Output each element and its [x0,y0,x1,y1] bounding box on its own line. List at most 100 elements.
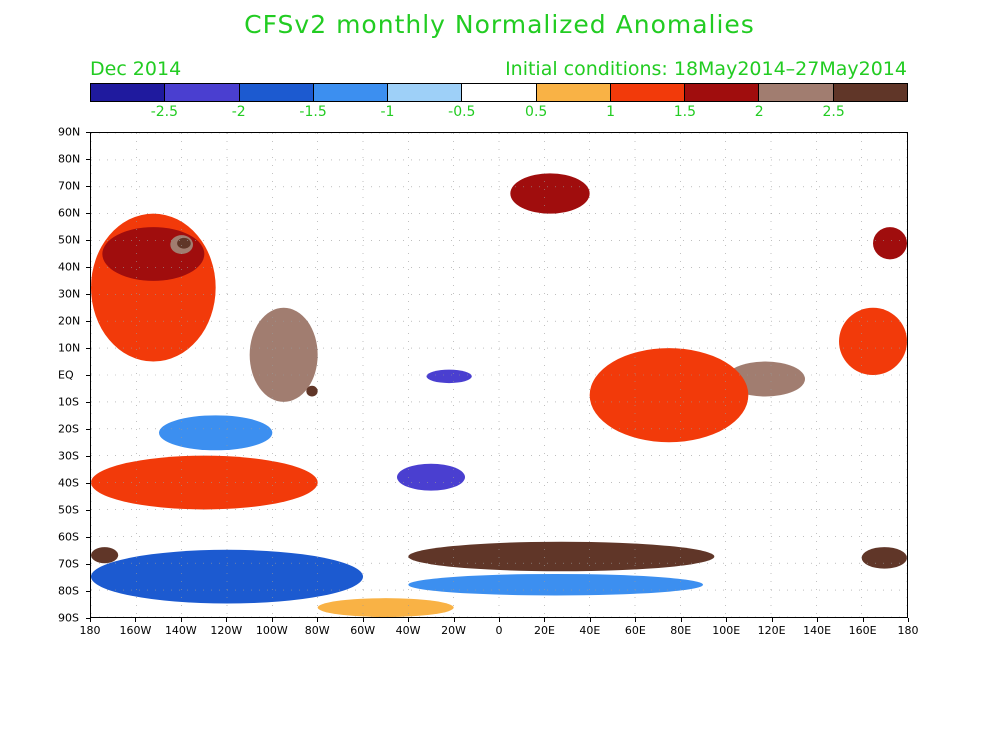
initial-conditions: Initial conditions: 18May2014–27May2014 [505,58,907,80]
lon-tick [408,618,410,622]
anomaly-region [408,541,715,572]
lon-tick [453,618,455,622]
lat-label: 40N [58,260,81,274]
lat-label: 10N [58,341,81,355]
lat-label: 30S [58,449,79,463]
lon-label: 100E [712,624,741,637]
lon-label: 160E [848,624,877,637]
anomaly-region [317,598,454,617]
lon-tick [499,618,500,622]
lon-label: 140W [164,624,197,637]
lat-tick [86,402,90,403]
colorbar-segment [239,84,314,101]
anomaly-map-canvas [91,133,907,617]
colorbar-segment [388,84,463,101]
colorbar-label: 1 [606,104,615,120]
anomaly-region [589,348,749,443]
colorbar-segment [833,84,907,101]
lon-tick [726,618,728,622]
lat-tick [86,294,90,295]
anomaly-region [426,369,472,384]
anomaly-map [90,132,908,618]
lat-label: 70N [58,179,81,193]
anomaly-region [873,227,907,260]
lon-label: 180 [79,624,101,637]
anomaly-region [861,547,907,569]
anomaly-region [159,415,273,451]
colorbar-label: -1.5 [299,104,327,120]
lat-label: 80S [58,584,79,598]
lat-tick [86,510,90,511]
lat-label: 60N [58,206,81,220]
lat-tick [86,456,90,457]
lat-tick [86,213,90,214]
anomaly-region [91,455,318,510]
anomaly-region [408,573,703,596]
colorbar-segment [165,84,240,101]
colorbar-segment [685,84,760,101]
lat-label: 90S [58,611,79,625]
anomaly-region [91,549,363,604]
lon-label: 60W [350,624,376,637]
lon-tick [680,618,682,622]
lon-tick [180,618,182,622]
lat-tick [86,483,90,484]
anomaly-region [839,307,907,375]
colorbar-segment [610,84,686,101]
lon-label: 40W [395,624,421,637]
lat-tick [86,591,90,592]
lat-tick [86,132,90,133]
colorbar-label: 0.5 [525,104,548,120]
lat-label: 20S [58,422,79,436]
colorbar-segment [462,84,537,101]
lat-label: 10S [58,395,79,409]
lat-label: EQ [58,368,74,382]
lat-label: 50N [58,233,81,247]
lat-tick [86,375,90,376]
lon-label: 0 [495,624,503,637]
lat-tick [86,348,90,349]
lon-tick [544,618,546,622]
lon-label: 140E [803,624,832,637]
colorbar-segment [313,84,389,101]
colorbar-label: 2 [754,104,764,120]
lon-label: 40E [579,624,601,637]
lon-tick [817,618,819,622]
lon-tick [589,618,591,622]
lon-label: 160W [119,624,152,637]
valid-month: Dec 2014 [90,58,182,80]
colorbar-label: 1.5 [673,104,697,120]
lat-tick [86,564,90,565]
lat-tick [86,321,90,322]
colorbar-segment [536,84,611,101]
lon-label: 20E [533,624,555,637]
lon-label: 120E [757,624,786,637]
colorbar-label: 2.5 [822,104,845,120]
colorbar-label: -0.5 [448,104,476,120]
colorbar-segment [759,84,834,101]
colorbar-label: -2 [231,104,246,120]
lon-label: 120W [210,624,243,637]
lon-tick [90,618,91,622]
anomaly-region [102,227,205,281]
lon-label: 20W [441,624,466,637]
lon-tick [226,618,228,622]
lat-label: 90N [58,125,81,139]
anomaly-region [91,547,119,564]
lon-tick [908,618,909,622]
lon-label: 60E [624,624,646,637]
lon-label: 100W [255,624,288,637]
lat-tick [86,186,90,187]
lat-tick [86,267,90,268]
anomaly-region [397,463,465,491]
lat-tick [86,240,90,241]
lat-label: 80N [58,152,81,166]
lon-tick [862,618,864,622]
lat-label: 70S [58,557,79,571]
colorbar [90,83,908,102]
lat-tick [86,159,90,160]
colorbar-label: -1 [380,104,395,120]
lon-tick [271,618,273,622]
colorbar-label: -2.5 [150,104,179,120]
anomaly-region [510,173,590,214]
